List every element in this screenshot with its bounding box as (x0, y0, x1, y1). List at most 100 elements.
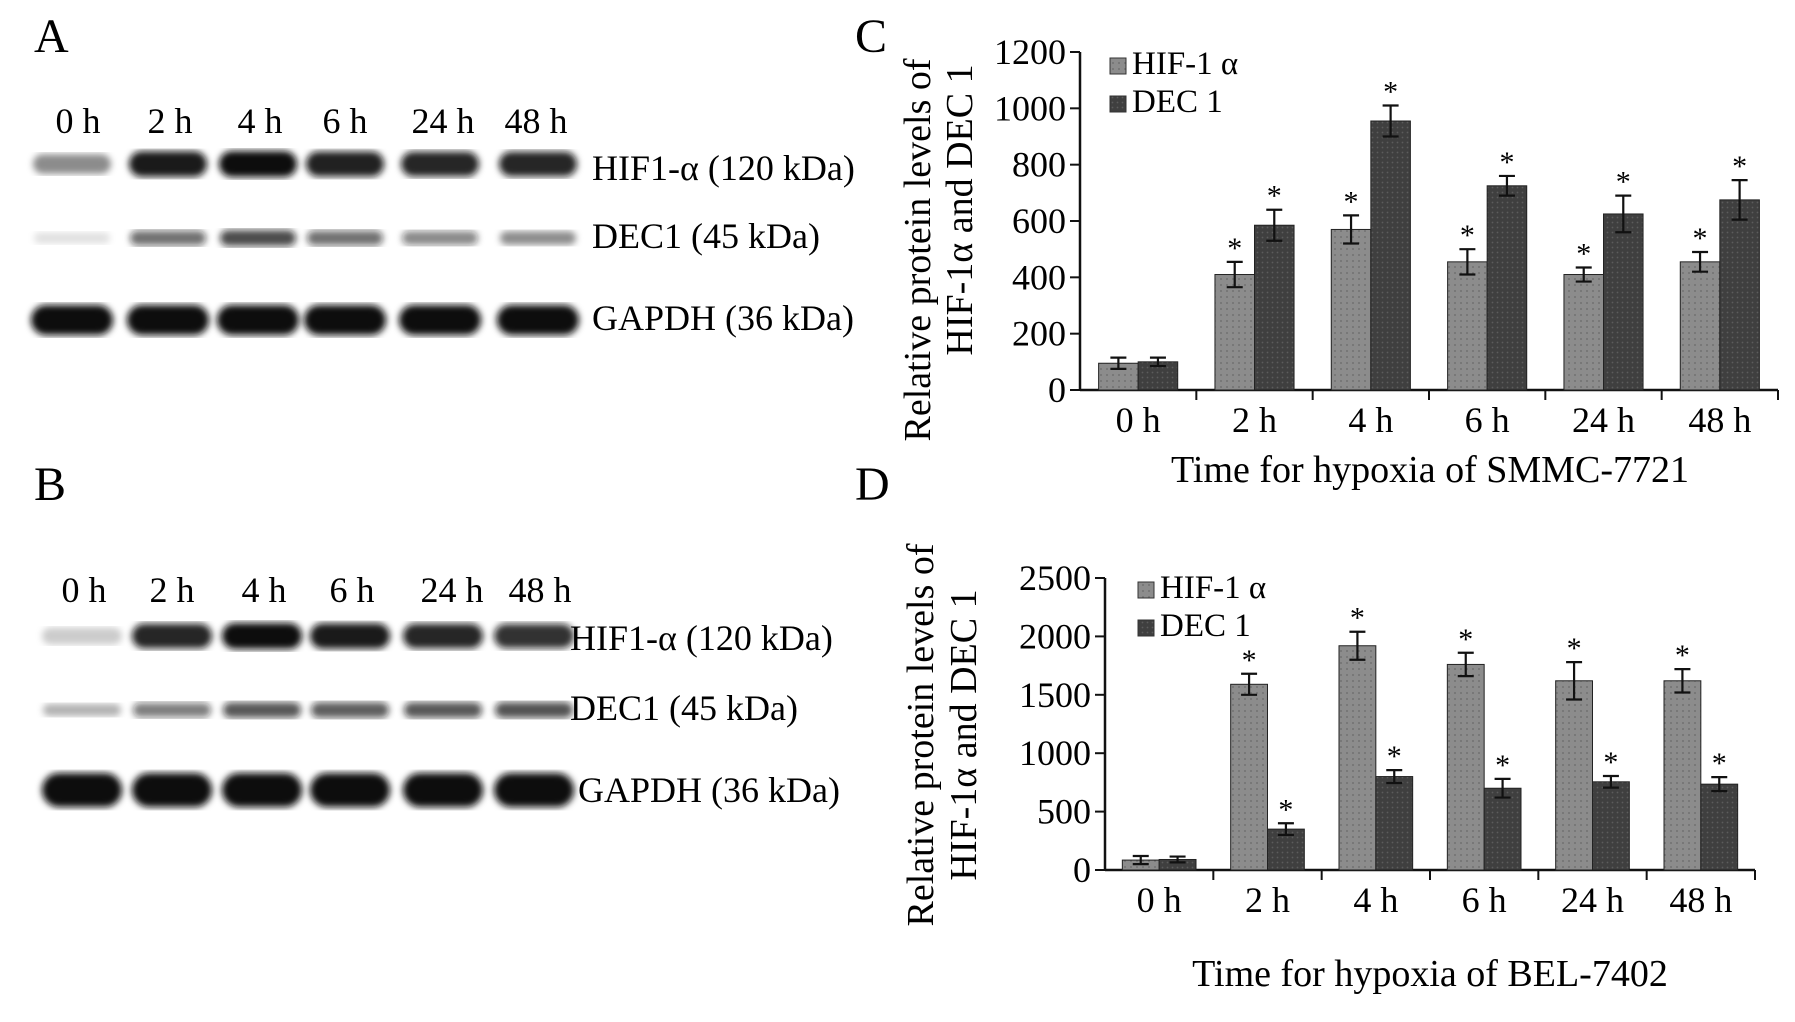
blot-band-dec (500, 231, 576, 245)
bar-dec (1375, 776, 1414, 871)
error-bar (1674, 668, 1691, 694)
blot-band-hif (42, 627, 122, 645)
significance-star: * (1458, 623, 1473, 656)
y-tick-label: 1200 (994, 32, 1066, 72)
blot-label-dec: DEC1 (45 kDa) (570, 688, 798, 728)
error-bar (1602, 774, 1619, 789)
x-tick-label: 6 h (1465, 400, 1510, 440)
error-bar (1241, 672, 1258, 696)
significance-star: * (1567, 632, 1582, 665)
significance-star: * (1499, 146, 1514, 179)
blot-band-gapdh (132, 773, 212, 807)
y-tick-label: 400 (1012, 257, 1066, 297)
panel-letter-b: B (34, 458, 66, 511)
significance-star: * (1616, 166, 1631, 199)
x-tick-label: 0 h (1116, 400, 1161, 440)
error-bar (1277, 822, 1294, 837)
bar-hif (1663, 680, 1702, 871)
bar-hif (1563, 274, 1604, 391)
bar-hif (1330, 228, 1372, 391)
blot-band-dec (43, 703, 121, 717)
significance-star: * (1693, 222, 1708, 255)
blot-band-hif (499, 151, 577, 177)
bar-dec (1370, 120, 1411, 391)
lane-label: 24 h (421, 570, 484, 610)
bar-hif (1230, 683, 1268, 871)
blot-band-hif (306, 151, 384, 177)
x-axis-title: Time for hypoxia of SMMC-7721 (1171, 449, 1689, 491)
blot-band-dec (133, 702, 211, 718)
blot-band-hif (403, 623, 483, 649)
error-bar (1566, 660, 1583, 701)
x-tick-label: 2 h (1232, 400, 1277, 440)
blot-band-gapdh (42, 773, 122, 807)
y-tick-label: 800 (1012, 145, 1066, 185)
blot-band-hif (219, 151, 297, 177)
blot-band-gapdh (127, 305, 209, 335)
bar-dec (1486, 185, 1528, 391)
significance-star: * (1712, 747, 1727, 780)
blot-band-dec (34, 232, 110, 244)
bar-hif (1338, 645, 1377, 871)
error-bar (1382, 104, 1399, 138)
blot-band-hif (33, 154, 111, 174)
blot-band-dec (220, 230, 296, 246)
panel-letter-a: A (34, 10, 69, 63)
significance-star: * (1387, 740, 1402, 773)
blot-band-gapdh (222, 773, 302, 807)
bar-dec (1254, 224, 1295, 391)
blot-band-dec (495, 702, 573, 718)
y-tick-label: 1000 (994, 88, 1066, 128)
bar-dec (1483, 787, 1522, 871)
blot-band-hif (129, 151, 207, 177)
error-bar (1494, 777, 1511, 799)
legend-label: DEC 1 (1132, 84, 1223, 120)
lane-label: 2 h (150, 570, 195, 610)
lane-label: 0 h (62, 570, 107, 610)
lane-label: 48 h (509, 570, 572, 610)
error-bar (1169, 855, 1186, 864)
bar-hif (1446, 663, 1485, 871)
blot-band-hif (494, 623, 574, 649)
y-axis-title-line1: Relative protein levels of (897, 58, 939, 441)
significance-star: * (1242, 644, 1257, 677)
significance-star: * (1460, 219, 1475, 252)
lane-label: 4 h (238, 101, 283, 141)
significance-star: * (1495, 749, 1510, 782)
bar-dec (1592, 781, 1630, 871)
legend-swatch (1137, 619, 1155, 637)
blot-band-dec (130, 230, 206, 246)
blot-band-dec (223, 702, 301, 718)
legend-label: HIF-1 α (1160, 570, 1266, 606)
error-bar (1459, 248, 1476, 276)
error-bar (1349, 630, 1366, 661)
blot-band-gapdh (494, 773, 574, 807)
significance-star: * (1675, 639, 1690, 672)
blot-band-dec (307, 230, 383, 246)
blot-band-gapdh (304, 305, 386, 335)
blot-band-hif (401, 151, 479, 177)
significance-star: * (1267, 180, 1282, 213)
x-tick-label: 24 h (1572, 400, 1635, 440)
bar-dec (1700, 783, 1739, 871)
panel-letter-c: C (855, 10, 887, 63)
error-bar (1711, 776, 1728, 793)
significance-star: * (1383, 76, 1398, 109)
error-bar (1386, 769, 1403, 785)
y-tick-label: 0 (1048, 370, 1066, 410)
blot-band-gapdh (399, 305, 481, 335)
x-tick-label: 48 h (1669, 880, 1732, 920)
x-tick-label: 2 h (1245, 880, 1290, 920)
lane-label: 6 h (323, 101, 368, 141)
y-axis-title-line1: Relative protein levels of (900, 543, 942, 926)
x-tick-label: 24 h (1561, 880, 1624, 920)
error-bar (1266, 208, 1283, 242)
y-tick-label: 0 (1073, 850, 1091, 890)
bar-chart-c: Relative protein levels of HIF-1α and DE… (897, 32, 1779, 491)
western-blot-a: 0 h 2 h 4 h 6 h 24 h 48 h HIF1-α (120 kD… (31, 101, 855, 338)
bar-hif (1679, 261, 1721, 391)
error-bar (1692, 250, 1709, 273)
x-tick-label: 4 h (1348, 400, 1393, 440)
x-tick-label: 6 h (1462, 880, 1507, 920)
